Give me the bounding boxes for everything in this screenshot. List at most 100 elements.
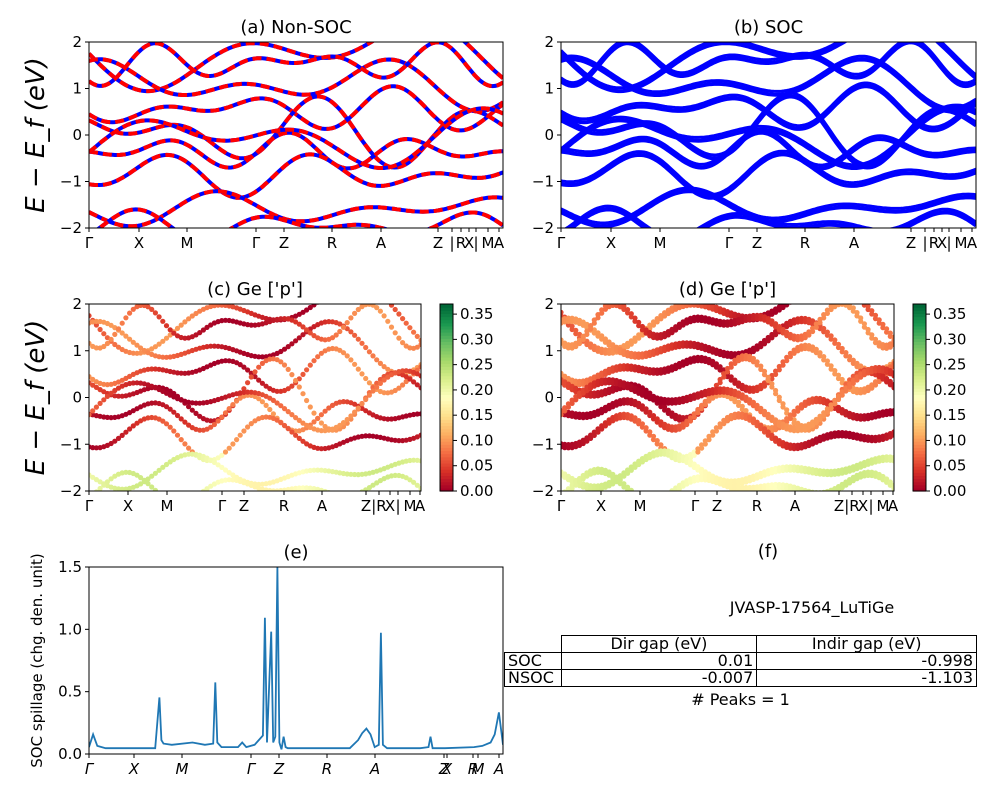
projection-point bbox=[156, 314, 162, 320]
projection-point bbox=[226, 470, 232, 476]
colorbar-segment bbox=[440, 341, 453, 346]
colorbar-segment bbox=[913, 319, 926, 324]
projection-point bbox=[226, 477, 232, 483]
projection-point bbox=[721, 319, 727, 325]
projection-point bbox=[854, 386, 860, 392]
y-tick-label: 2 bbox=[544, 295, 554, 313]
colorbar-segment bbox=[440, 363, 453, 367]
projection-point bbox=[392, 472, 398, 478]
projection-point bbox=[773, 481, 779, 488]
projection-point bbox=[230, 472, 236, 478]
colorbar-segment bbox=[440, 478, 453, 483]
projection-point bbox=[163, 323, 170, 329]
band-line bbox=[89, 57, 503, 114]
projection-point bbox=[680, 340, 686, 346]
x-tick-label: X bbox=[128, 760, 140, 778]
projection-point bbox=[270, 397, 276, 403]
projection-point bbox=[785, 304, 788, 305]
projection-point bbox=[127, 426, 133, 432]
projection-point bbox=[163, 335, 170, 341]
y-tick-label: −2 bbox=[532, 482, 554, 500]
projection-point bbox=[858, 299, 863, 304]
projection-point bbox=[832, 278, 837, 283]
x-tick-label: Z bbox=[752, 234, 762, 252]
x-tick-label: M bbox=[404, 497, 417, 515]
x-tick-label: Γ bbox=[252, 234, 261, 252]
colorbar-segment bbox=[913, 316, 926, 321]
projection-point bbox=[130, 339, 136, 345]
projection-point bbox=[90, 376, 96, 382]
projection-point bbox=[123, 469, 129, 475]
projection-point bbox=[204, 486, 210, 491]
projection-point bbox=[825, 492, 830, 497]
projection-point bbox=[359, 405, 365, 411]
projection-point bbox=[865, 326, 871, 333]
projection-point bbox=[208, 424, 214, 430]
projection-point bbox=[836, 282, 841, 287]
projection-point bbox=[370, 286, 375, 291]
colorbar-segment bbox=[440, 416, 453, 420]
projection-point bbox=[396, 438, 402, 444]
colorbar-segment bbox=[913, 369, 926, 374]
x-tick-label: X bbox=[464, 234, 474, 252]
projection-point bbox=[263, 402, 269, 408]
projection-point bbox=[174, 370, 181, 376]
x-tick-label: R bbox=[279, 497, 289, 515]
projection-point bbox=[728, 374, 734, 380]
panel-f-title: (f) bbox=[757, 541, 779, 562]
projection-point bbox=[565, 486, 571, 491]
projection-point bbox=[803, 289, 808, 294]
projection-point bbox=[307, 404, 313, 410]
x-tick-label: R bbox=[456, 234, 466, 252]
projection-point bbox=[278, 316, 284, 322]
projection-point bbox=[340, 350, 347, 356]
colorbar-frame bbox=[439, 303, 454, 492]
colorbar-tick-label: 0.15 bbox=[460, 406, 493, 424]
projection-point bbox=[647, 500, 652, 505]
projection-point bbox=[318, 350, 324, 356]
projection-point bbox=[370, 388, 376, 394]
projection-point bbox=[248, 322, 254, 328]
projection-point bbox=[344, 353, 350, 359]
projection-point bbox=[717, 376, 723, 383]
projection-point bbox=[189, 451, 195, 457]
band-line bbox=[561, 57, 976, 114]
projection-point bbox=[400, 316, 406, 322]
projection-point bbox=[300, 438, 306, 444]
projection-point bbox=[750, 312, 757, 319]
projection-point bbox=[595, 330, 601, 336]
projection-point bbox=[403, 374, 409, 380]
colorbar-segment bbox=[913, 438, 926, 442]
projection-point bbox=[352, 409, 358, 415]
projection-point bbox=[828, 468, 834, 474]
projection-point bbox=[326, 405, 332, 411]
projection-point bbox=[840, 284, 845, 289]
projection-point bbox=[189, 313, 195, 319]
projection-point bbox=[293, 377, 299, 384]
projection-point bbox=[884, 326, 890, 332]
colorbar: 0.00 0.05 0.10 0.15 0.20 0.25 0.30 0.35 bbox=[439, 303, 493, 500]
projection-point bbox=[639, 403, 646, 409]
projection-point bbox=[414, 333, 420, 339]
projection-point bbox=[112, 341, 118, 348]
projection-point bbox=[884, 476, 890, 482]
header-indir-gap: Indir gap (eV) bbox=[756, 635, 977, 653]
colorbar-segment bbox=[913, 385, 926, 389]
y-tick-label: 1 bbox=[544, 80, 554, 98]
peaks-count: # Peaks = 1 bbox=[691, 690, 790, 709]
projection-point bbox=[300, 332, 306, 338]
colorbar-segment bbox=[913, 466, 926, 470]
colorbar-segment bbox=[913, 325, 926, 330]
x-tick-label: Γ bbox=[557, 497, 566, 515]
projection-point bbox=[414, 344, 420, 350]
colorbar-segment bbox=[440, 434, 453, 439]
colorbar-segment bbox=[440, 350, 453, 355]
projection-point bbox=[108, 415, 114, 421]
projection-point bbox=[341, 283, 346, 288]
projection-point bbox=[152, 487, 158, 491]
projection-point bbox=[304, 397, 310, 404]
band-line bbox=[89, 106, 503, 170]
